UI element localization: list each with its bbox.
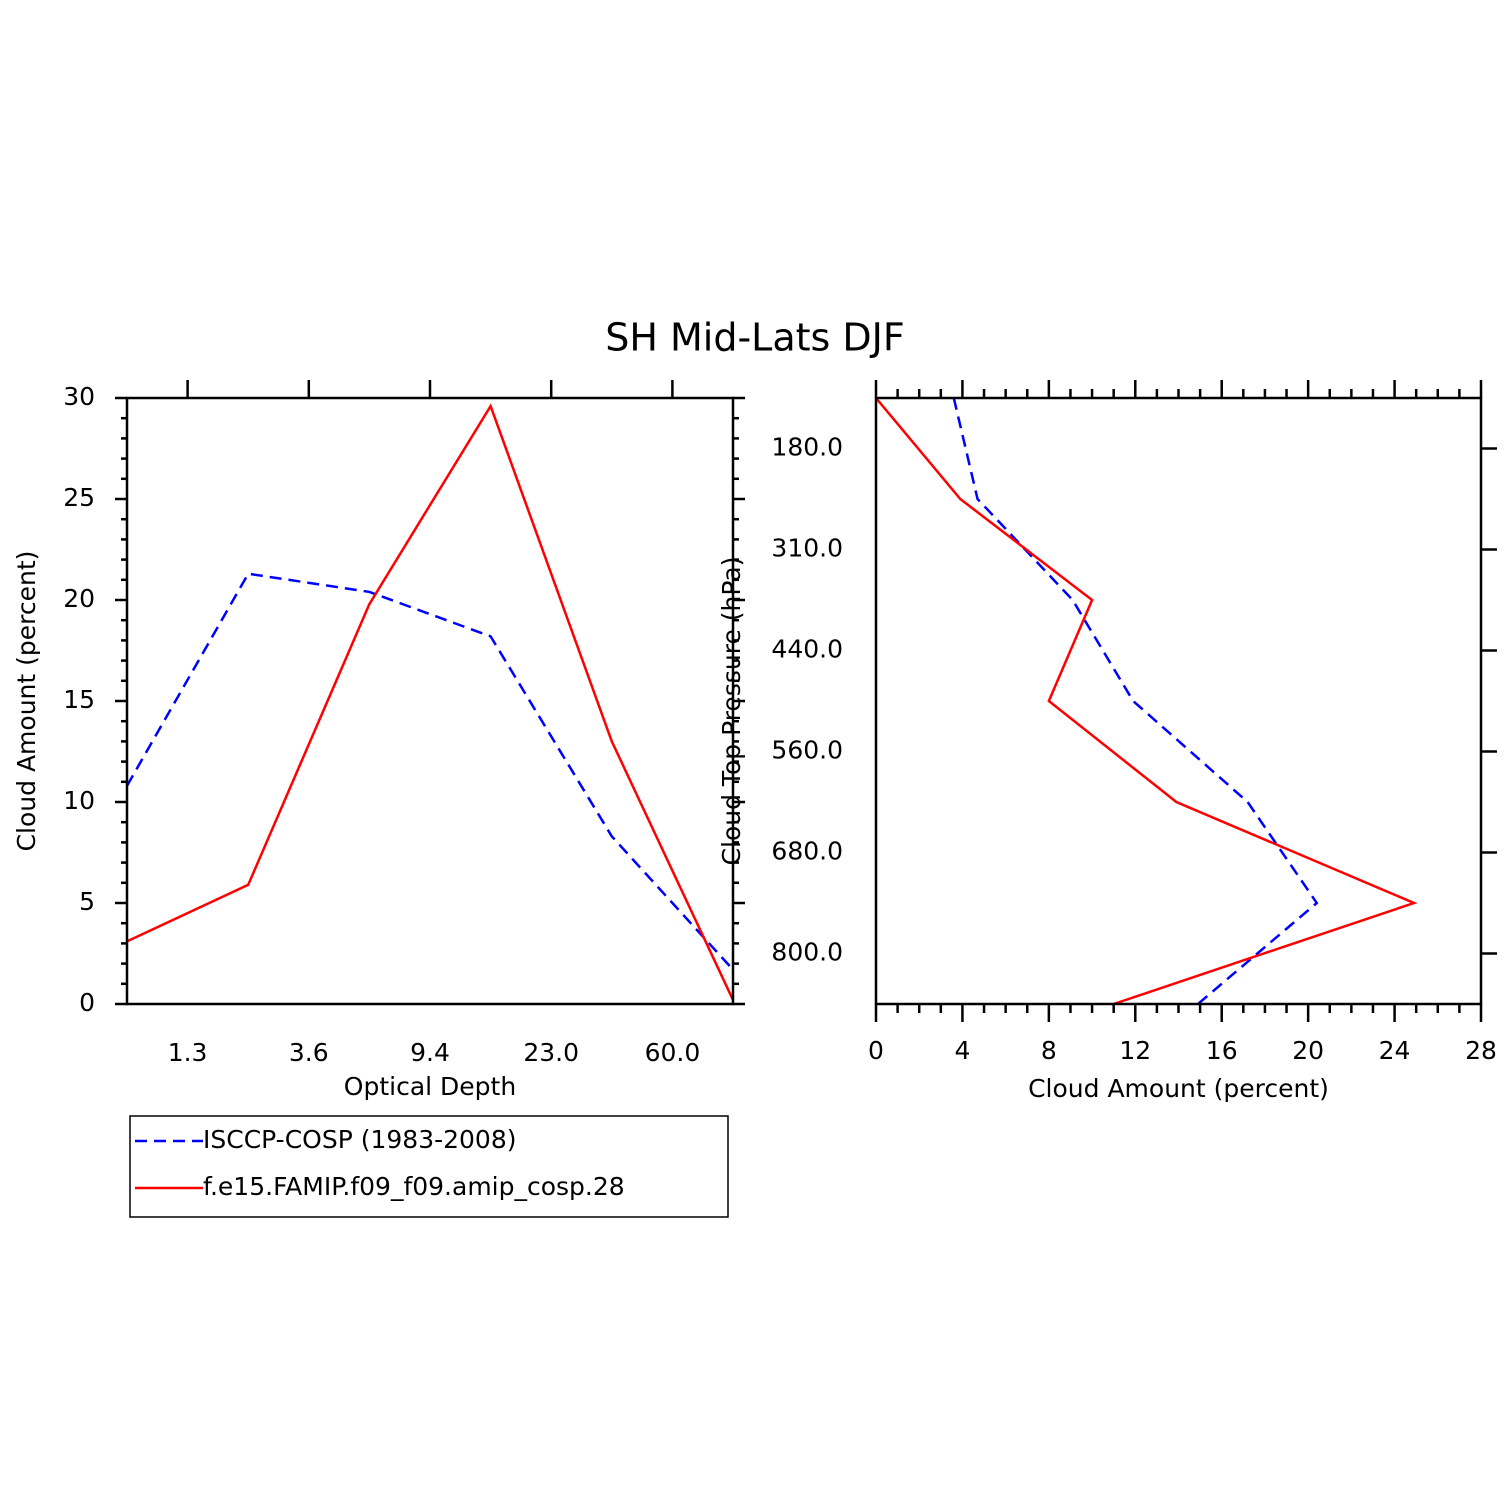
x-tick-label: 12	[1119, 1036, 1151, 1065]
y-axis-label: Cloud Amount (percent)	[12, 551, 41, 852]
y-tick-label: 5	[79, 887, 95, 916]
x-tick-label: 16	[1206, 1036, 1238, 1065]
legend-box	[129, 1115, 729, 1218]
y-tick-label: 30	[63, 382, 95, 411]
x-tick-label: 28	[1465, 1036, 1497, 1065]
y-tick-label: 560.0	[771, 736, 843, 765]
x-tick-label: 9.4	[410, 1038, 450, 1067]
x-tick-label: 23.0	[523, 1038, 579, 1067]
x-tick-label: 0	[868, 1036, 884, 1065]
x-tick-label: 1.3	[168, 1038, 208, 1067]
y-tick-label: 0	[79, 988, 95, 1017]
x-tick-label: 3.6	[289, 1038, 329, 1067]
legend-label: f.e15.FAMIP.f09_f09.amip_cosp.28	[203, 1172, 625, 1201]
x-tick-label: 20	[1292, 1036, 1324, 1065]
x-tick-label: 4	[954, 1036, 970, 1065]
data-line	[126, 403, 735, 1001]
y-axis-label: Cloud Top Pressure (hPa)	[717, 557, 746, 866]
y-tick-label: 25	[63, 483, 95, 512]
legend-label: ISCCP-COSP (1983-2008)	[203, 1125, 517, 1154]
plot-frame	[874, 396, 1483, 1006]
x-axis-label: Optical Depth	[344, 1072, 516, 1101]
x-tick-label: 8	[1041, 1036, 1057, 1065]
data-line	[875, 397, 1418, 1006]
plot-frame	[125, 396, 735, 1006]
x-axis-label: Cloud Amount (percent)	[1028, 1074, 1329, 1103]
x-tick-label: 60.0	[645, 1038, 701, 1067]
y-tick-label: 800.0	[771, 938, 843, 967]
y-tick-label: 10	[63, 786, 95, 815]
y-tick-label: 680.0	[771, 837, 843, 866]
figure-title: SH Mid-Lats DJF	[605, 316, 905, 360]
y-tick-label: 20	[63, 584, 95, 613]
x-tick-label: 24	[1379, 1036, 1411, 1065]
y-tick-label: 440.0	[771, 635, 843, 664]
y-tick-label: 180.0	[771, 433, 843, 462]
y-tick-label: 310.0	[771, 534, 843, 563]
y-tick-label: 15	[63, 685, 95, 714]
data-line	[952, 397, 1319, 1005]
